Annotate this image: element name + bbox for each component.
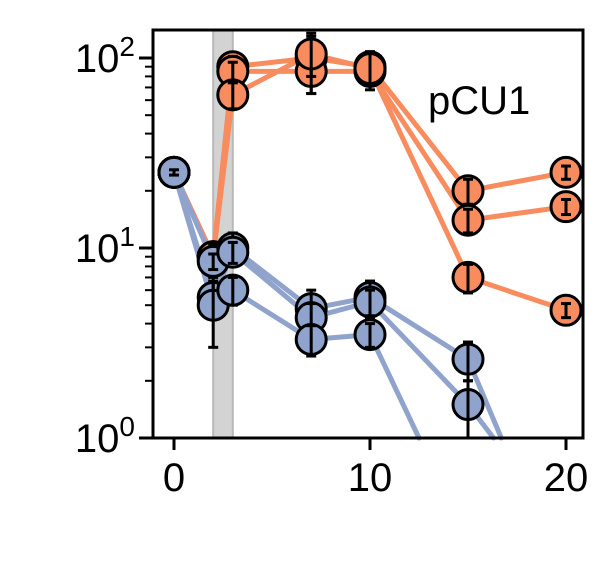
- error-bar-blue-4-4: [365, 288, 375, 318]
- error-bar-blue-5-0: [169, 168, 179, 177]
- error-bar-orange-1-6: [561, 197, 571, 217]
- y-tick-label-1: 100: [75, 411, 135, 461]
- y-tick-label-100: 102: [75, 31, 135, 81]
- error-bar-orange-1-5: [463, 207, 473, 235]
- plot-frame: [151, 28, 585, 440]
- error-bar-orange-2-5: [463, 262, 473, 295]
- annotation-label: pCU1: [428, 79, 530, 123]
- x-tick-label-0: 0: [163, 456, 185, 500]
- error-bar-orange-2-4: [365, 50, 375, 92]
- x-tick-label-20: 20: [544, 456, 589, 500]
- error-bar-blue-5-2: [227, 275, 238, 307]
- error-bar-orange-0-6: [561, 164, 571, 181]
- error-bar-orange-2-6: [561, 302, 571, 320]
- error-bar-blue-4-2: [227, 240, 238, 265]
- y-tick-label-10: 101: [75, 221, 135, 271]
- error-bar-blue-5-4: [365, 322, 375, 349]
- x-tick-label-10: 10: [348, 456, 393, 500]
- error-bar-blue-5-1: [208, 275, 219, 349]
- error-bar-blue-5-3: [306, 324, 317, 358]
- error-bar-orange-2-3: [306, 34, 317, 78]
- error-bar-orange-2-2: [227, 81, 238, 111]
